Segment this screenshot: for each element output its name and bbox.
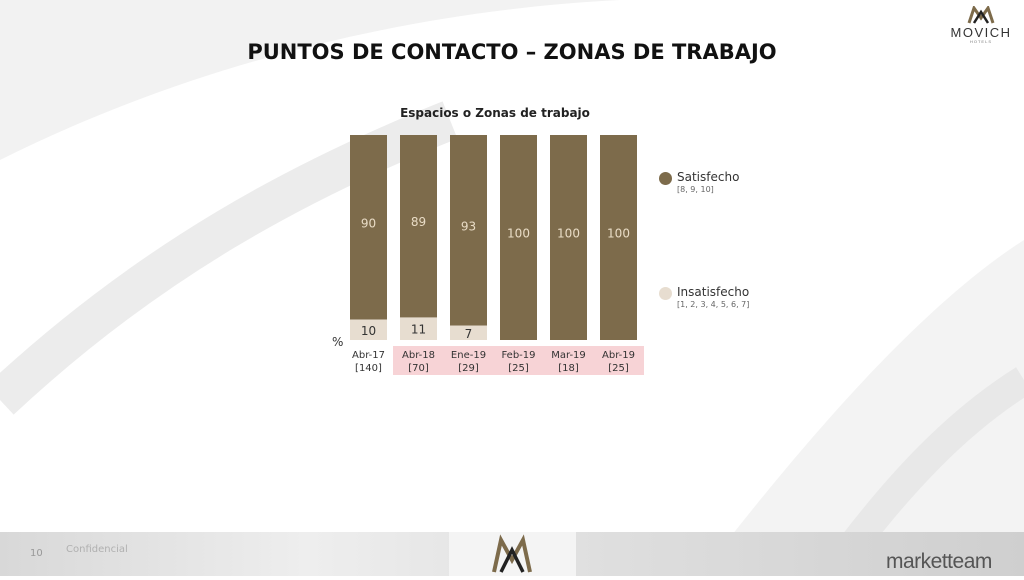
data-label-satisfied: 93 <box>461 219 476 233</box>
bar-satisfied <box>600 135 637 340</box>
movich-m-icon <box>967 4 995 24</box>
category-label: Abr-17 <box>352 350 385 361</box>
confidential-label: Confidencial <box>66 544 128 555</box>
data-label-unsatisfied: 10 <box>361 324 376 338</box>
category-label: Mar-19 <box>551 350 586 361</box>
legend-satisfied-range: [8, 9, 10] <box>677 185 714 194</box>
data-label-satisfied: 89 <box>411 215 426 229</box>
category-base: [18] <box>558 363 579 374</box>
legend-unsatisfied-label: Insatisfecho <box>677 285 750 299</box>
bar-unsatisfied <box>400 317 437 340</box>
category-base: [70] <box>408 363 429 374</box>
data-label-satisfied: 100 <box>507 227 530 241</box>
stacked-bar-chart: 90 10 Abr-17 [140] 89 11 Abr-18 [70] 93 7 Ene-19 [2… <box>350 135 644 375</box>
movich-footer-icon <box>492 534 532 573</box>
category-label: Feb-19 <box>501 350 535 361</box>
data-label-satisfied: 90 <box>361 216 376 230</box>
movich-logo: MOVICH HOTELS <box>944 4 1018 44</box>
brand-sub: HOTELS <box>969 39 992 44</box>
data-label-satisfied: 100 <box>557 227 580 241</box>
category-base: [25] <box>508 363 529 374</box>
category-base: [29] <box>458 363 479 374</box>
bar-satisfied <box>400 135 437 318</box>
footer-logo-tab <box>449 532 576 576</box>
chart-title: Espacios o Zonas de trabajo <box>400 106 590 120</box>
bar-satisfied <box>350 135 387 320</box>
legend-unsatisfied-swatch <box>659 287 672 300</box>
category-base: [25] <box>608 363 629 374</box>
legend-unsatisfied-range: [1, 2, 3, 4, 5, 6, 7] <box>677 300 750 309</box>
page-number: 10 <box>30 548 43 559</box>
category-label: Abr-19 <box>602 350 635 361</box>
category-label: Abr-18 <box>402 350 435 361</box>
bar-satisfied <box>500 135 537 340</box>
y-unit-label: % <box>332 335 344 349</box>
bar-unsatisfied <box>450 325 487 340</box>
marketteam-logo: marketteam <box>886 550 992 573</box>
bar-satisfied <box>550 135 587 340</box>
highlight-band <box>393 346 644 375</box>
category-base: [140] <box>355 363 382 374</box>
bar-unsatisfied <box>350 319 387 340</box>
data-label-unsatisfied: 7 <box>465 327 473 341</box>
legend-satisfied-swatch <box>659 172 672 185</box>
brand-name: MOVICH <box>950 25 1012 40</box>
bar-satisfied <box>450 135 487 326</box>
category-label: Ene-19 <box>451 350 486 361</box>
legend-satisfied-label: Satisfecho <box>677 170 740 184</box>
data-label-satisfied: 100 <box>607 227 630 241</box>
page-title: PUNTOS DE CONTACTO – ZONAS DE TRABAJO <box>247 40 777 64</box>
data-label-unsatisfied: 11 <box>411 323 426 337</box>
